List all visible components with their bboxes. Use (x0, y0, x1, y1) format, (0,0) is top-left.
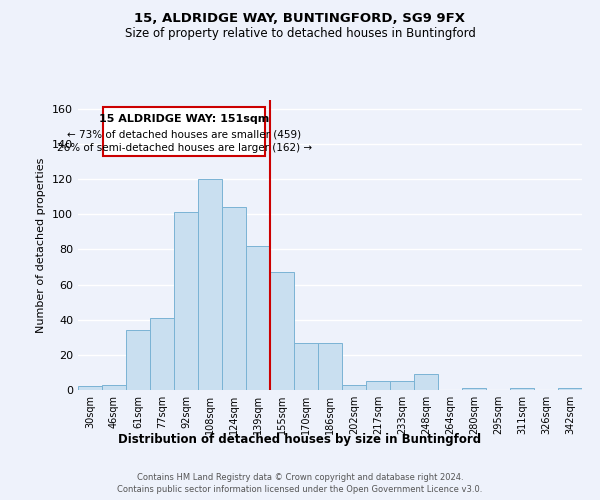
Bar (150, 318, 174, 390)
Bar (318, 342, 342, 390)
Bar (222, 207, 246, 390)
Y-axis label: Number of detached properties: Number of detached properties (37, 158, 46, 332)
Text: 15, ALDRIDGE WAY, BUNTINGFORD, SG9 9FX: 15, ALDRIDGE WAY, BUNTINGFORD, SG9 9FX (134, 12, 466, 26)
Bar (462, 388, 486, 390)
Bar (510, 388, 534, 390)
Bar (246, 246, 270, 390)
Text: 26% of semi-detached houses are larger (162) →: 26% of semi-detached houses are larger (… (56, 143, 312, 153)
Bar (558, 388, 582, 390)
Text: Size of property relative to detached houses in Buntingford: Size of property relative to detached ho… (125, 28, 475, 40)
Bar (198, 179, 222, 390)
Bar (78, 386, 102, 390)
Bar (270, 272, 294, 390)
Bar (294, 342, 318, 390)
Text: Distribution of detached houses by size in Buntingford: Distribution of detached houses by size … (118, 432, 482, 446)
Text: Contains public sector information licensed under the Open Government Licence v3: Contains public sector information licen… (118, 485, 482, 494)
Text: Contains HM Land Registry data © Crown copyright and database right 2024.: Contains HM Land Registry data © Crown c… (137, 472, 463, 482)
Text: ← 73% of detached houses are smaller (459): ← 73% of detached houses are smaller (45… (67, 129, 301, 139)
Bar (174, 212, 198, 390)
Bar (414, 374, 438, 390)
Bar (102, 384, 126, 390)
Bar (390, 381, 414, 390)
Bar (366, 381, 390, 390)
Bar (126, 330, 150, 390)
FancyBboxPatch shape (103, 107, 265, 156)
Bar (342, 384, 366, 390)
Text: 15 ALDRIDGE WAY: 151sqm: 15 ALDRIDGE WAY: 151sqm (99, 114, 269, 124)
